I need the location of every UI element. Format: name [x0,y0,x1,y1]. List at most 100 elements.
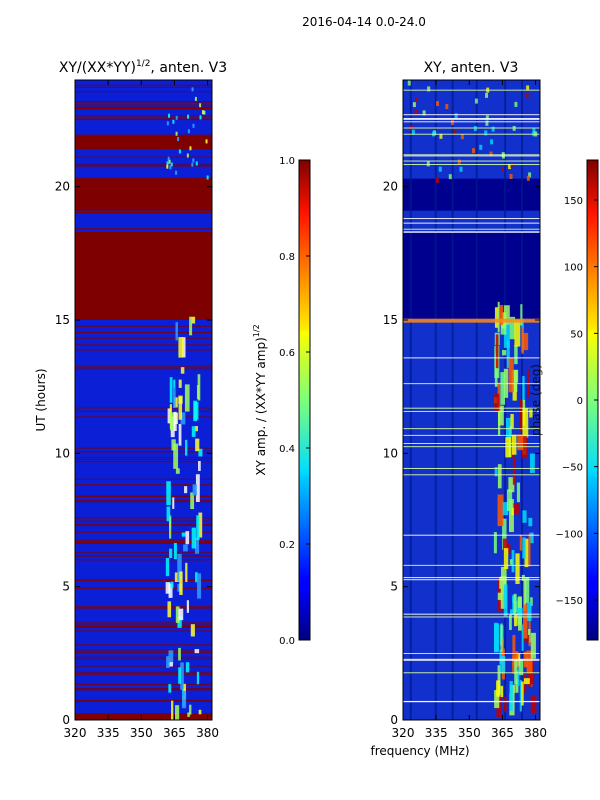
rfi-line [75,119,212,121]
rfi-line [403,121,540,123]
phase-patch [515,553,520,584]
phase-patch [523,579,527,612]
rfi-line [75,501,212,503]
rfi-line [75,104,212,106]
bright-patch [190,624,195,637]
bright-patch [177,616,182,628]
rfi-line [75,84,212,86]
phase-patch [503,323,510,348]
rfi-line [403,443,540,445]
bright-patch [175,705,180,720]
rfi-line [75,539,212,541]
bright-patch [184,486,188,494]
amplitude-saturated-band [75,232,212,320]
bright-patch [195,438,200,452]
bright-patch [173,397,178,408]
rfi-line [403,434,540,436]
phase-patch [453,129,457,135]
rfi-line [75,156,212,158]
bright-patch [198,709,202,715]
y-tick-label: 10 [383,446,398,460]
phase-patch [519,680,522,712]
phase-patch [484,130,488,136]
phase-patch [514,613,518,627]
rfi-line [75,349,212,351]
phase-patch [525,577,530,604]
colorbar-tick-label: 0.4 [279,444,295,455]
colorbar-tick-label: −50 [562,463,583,474]
phase-patch [526,650,533,674]
rfi-line [75,86,212,88]
bright-patch [173,542,177,560]
phase-panel: XY, anten. V3 0 5 10 15 20 320 335 350 365 380 f… [370,60,547,758]
y-tick-label: 0 [62,713,70,727]
bright-patch [178,423,182,446]
phase-patch [517,434,524,451]
bright-patch [187,114,190,119]
bright-patch [178,379,182,388]
x-tick-label: 335 [425,726,448,740]
phase-patch [526,602,532,621]
phase-patch [438,166,442,172]
x-tick-label: 320 [392,726,415,740]
phase-colorbar-label: phase (deg) [529,364,543,436]
phase-patch [479,144,483,150]
bright-patch [165,582,171,594]
rfi-line [403,577,540,579]
phase-patch [422,110,426,116]
bright-patch [178,667,181,684]
rfi-line [75,541,212,543]
amplitude-saturated-band [75,106,212,110]
phase-band [403,318,540,323]
rfi-line [75,689,212,691]
rfi-line [75,673,212,675]
phase-patch [529,532,534,544]
phase-patch [532,128,536,134]
phase-patch [497,665,501,695]
bright-patch [178,395,183,404]
bright-patch [181,690,187,709]
rfi-line [403,231,540,233]
bright-patch [173,443,179,469]
phase-heatmap [402,79,541,721]
dark-stripe [475,80,478,720]
phase-patch [500,685,504,698]
rfi-line [403,383,540,385]
bright-patch [165,558,170,577]
bright-patch [172,497,175,509]
phase-patch [490,139,494,145]
rfi-line [75,630,212,632]
phase-patch [448,174,452,180]
bright-patch [177,137,180,142]
phase-heatmap-marks [403,80,540,720]
phase-colorbar: −150 −100 −50 0 50 100 150 phase (deg) [529,159,599,641]
bright-patch [186,600,190,613]
rfi-line [75,517,212,519]
bright-patch [175,468,180,474]
amplitude-heatmap-background [75,80,212,720]
phase-patch [497,494,504,527]
phase-patch [511,507,514,516]
rfi-line [75,478,212,480]
bright-patch [166,481,171,506]
phase-patch [519,535,523,551]
phase-patch [435,177,439,183]
phase-patch [407,80,411,86]
y-tick-label: 0 [390,713,398,727]
bright-patch [205,139,208,144]
rfi-line [75,134,212,136]
phase-patch [499,655,506,674]
rfi-line [403,222,540,224]
phase-patch [522,408,529,438]
bright-patch [199,103,202,108]
bright-patch [170,412,175,431]
rfi-line [403,564,540,566]
phase-patch [502,538,508,553]
phase-patch [474,98,478,104]
y-tick-label: 20 [55,180,70,194]
phase-patch [510,413,514,429]
rfi-line [403,534,540,536]
phase-patch [500,322,507,335]
rfi-line [75,606,212,608]
amplitude-saturated-band [75,136,212,150]
